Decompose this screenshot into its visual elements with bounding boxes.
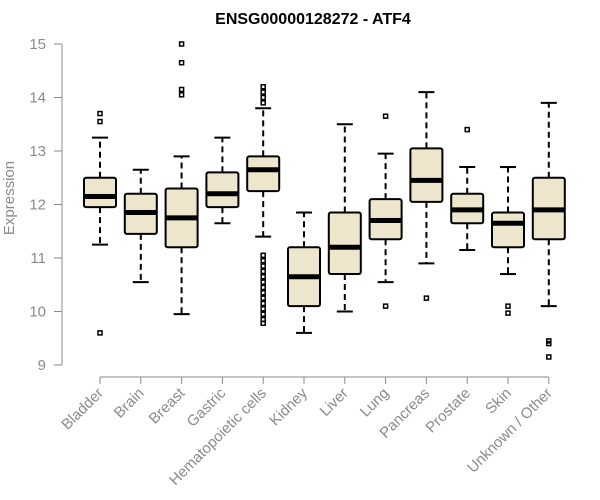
box-breast bbox=[164, 41, 199, 316]
outlier-point bbox=[464, 126, 470, 133]
outlier-point bbox=[382, 303, 389, 309]
y-tick-label: 10 bbox=[29, 304, 46, 321]
outlier-point bbox=[97, 330, 103, 336]
x-tick-label: Bladder bbox=[58, 385, 107, 434]
box-body bbox=[205, 171, 240, 209]
box-kidney bbox=[287, 211, 321, 334]
x-tick-label: Prostate bbox=[422, 385, 474, 437]
outlier-point bbox=[178, 86, 185, 93]
outlier-point bbox=[260, 300, 266, 307]
outlier-point bbox=[505, 310, 511, 316]
box-hematopoietic-cells bbox=[246, 84, 281, 327]
outlier-point bbox=[382, 113, 389, 119]
box-skin bbox=[491, 166, 525, 316]
x-tick-label: Lung bbox=[357, 385, 393, 421]
y-tick-label: 14 bbox=[29, 90, 46, 107]
box-lung bbox=[368, 113, 403, 309]
outlier-point bbox=[260, 252, 266, 259]
box-body bbox=[246, 155, 281, 193]
outlier-point bbox=[260, 263, 266, 269]
box-pancreas bbox=[409, 91, 444, 301]
outlier-point bbox=[178, 59, 185, 66]
outlier-point bbox=[260, 89, 266, 95]
outlier-point bbox=[260, 257, 266, 264]
outlier-point bbox=[97, 118, 103, 125]
box-unknown-other bbox=[531, 101, 566, 360]
box-brain bbox=[123, 168, 158, 284]
box-bladder bbox=[83, 110, 117, 336]
box-body bbox=[491, 211, 525, 249]
outlier-point bbox=[97, 110, 103, 117]
outlier-point bbox=[260, 320, 266, 327]
outlier-point bbox=[260, 84, 266, 90]
y-tick-label: 9 bbox=[38, 357, 46, 374]
box-liver bbox=[327, 123, 362, 313]
outlier-point bbox=[260, 273, 266, 280]
y-tick-label: 13 bbox=[29, 143, 46, 160]
x-tick-label: Brain bbox=[111, 385, 148, 422]
outlier-point bbox=[260, 295, 266, 301]
x-tick-label: Kidney bbox=[266, 384, 311, 429]
chart-title: ENSG00000128272 - ATF4 bbox=[215, 11, 411, 28]
outlier-point bbox=[260, 279, 266, 285]
outlier-point bbox=[546, 354, 552, 360]
outlier-point bbox=[260, 306, 266, 312]
box-body bbox=[83, 176, 117, 209]
outlier-point bbox=[423, 295, 430, 301]
outlier-point bbox=[178, 92, 185, 98]
outlier-point bbox=[260, 100, 266, 106]
outlier-point bbox=[260, 311, 266, 317]
y-tick-label: 11 bbox=[30, 250, 46, 267]
x-tick-label: Breast bbox=[146, 384, 189, 427]
outlier-point bbox=[260, 290, 266, 296]
outlier-point bbox=[505, 303, 511, 309]
y-tick-label: 12 bbox=[29, 197, 46, 214]
box-body bbox=[409, 147, 444, 203]
box-gastric bbox=[205, 136, 240, 225]
x-tick-label: Skin bbox=[482, 385, 515, 418]
y-tick-label: 15 bbox=[29, 36, 46, 53]
outlier-point bbox=[260, 268, 266, 275]
outlier-point bbox=[178, 41, 185, 47]
box-prostate bbox=[450, 126, 485, 251]
box-body bbox=[327, 211, 362, 276]
x-tick-label: Liver bbox=[317, 385, 352, 420]
outlier-point bbox=[260, 284, 266, 291]
y-axis-label: Expression bbox=[1, 161, 18, 235]
boxes-group bbox=[83, 41, 566, 360]
outlier-point bbox=[260, 94, 266, 101]
outlier-point bbox=[546, 340, 552, 347]
